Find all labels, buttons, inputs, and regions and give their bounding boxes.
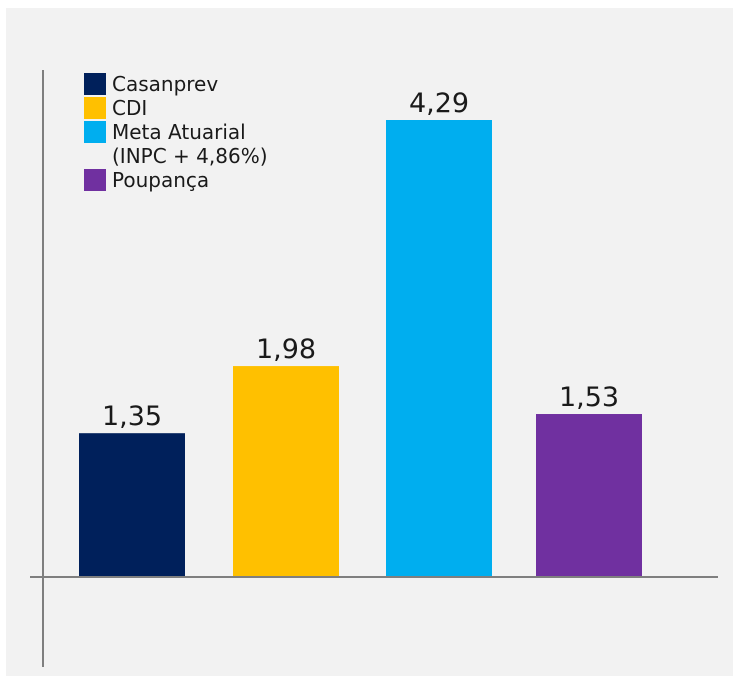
data-label-1: 1,98 — [256, 334, 316, 365]
legend-label-poupanca: Poupança — [112, 168, 210, 192]
data-label-3: 1,53 — [559, 382, 619, 413]
legend: Casanprev CDI Meta Atuarial (INPC + 4,86… — [84, 72, 268, 192]
legend-label-casanprev: Casanprev — [112, 72, 219, 96]
legend-item-meta-atuarial: Meta Atuarial (INPC + 4,86%) — [84, 120, 268, 168]
bar-0 — [79, 433, 185, 577]
legend-label-meta-atuarial: Meta Atuarial (INPC + 4,86%) — [112, 120, 268, 168]
bar-1 — [233, 366, 339, 577]
legend-swatch-casanprev — [84, 73, 106, 95]
data-label-2: 4,29 — [409, 88, 469, 119]
legend-swatch-cdi — [84, 97, 106, 119]
bar-2 — [386, 120, 492, 577]
bar-3 — [536, 414, 642, 577]
legend-item-poupanca: Poupança — [84, 168, 268, 192]
legend-item-cdi: CDI — [84, 96, 268, 120]
legend-item-casanprev: Casanprev — [84, 72, 268, 96]
data-label-0: 1,35 — [102, 401, 162, 432]
legend-swatch-meta-atuarial — [84, 121, 106, 143]
legend-swatch-poupanca — [84, 169, 106, 191]
legend-label-cdi: CDI — [112, 96, 148, 120]
